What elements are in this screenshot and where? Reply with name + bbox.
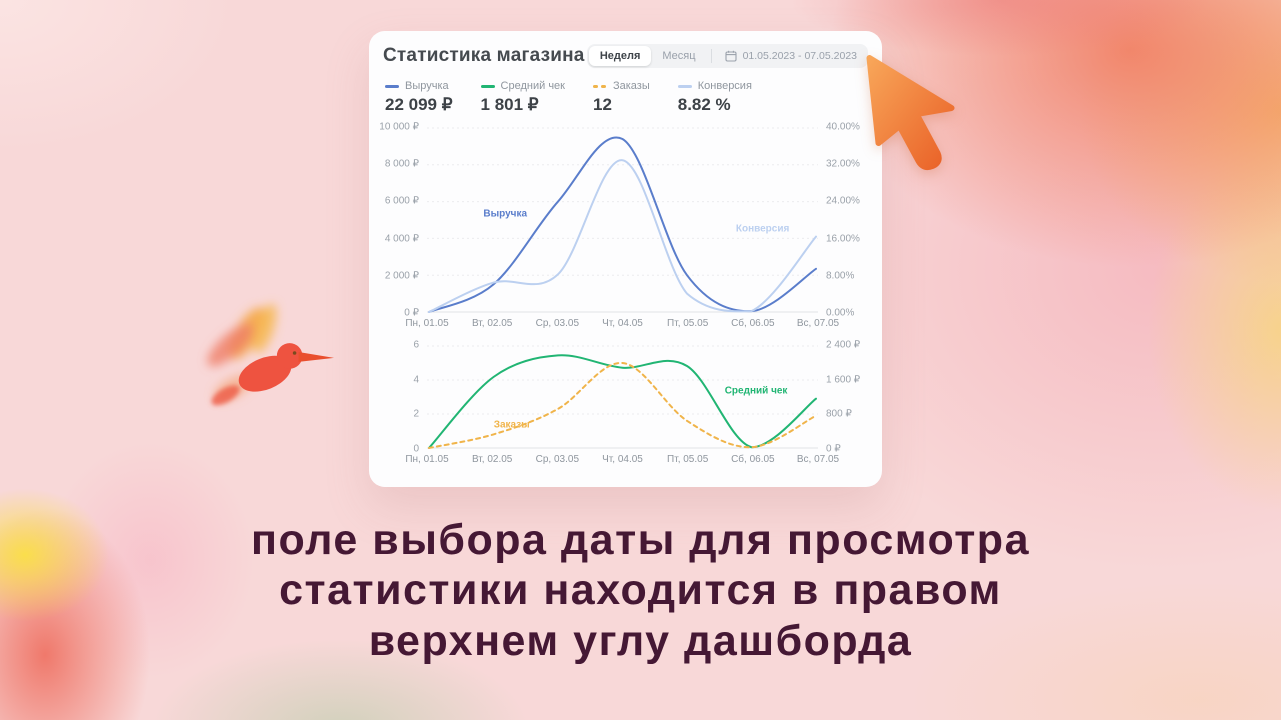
date-range-picker[interactable]: 01.05.2023 - 07.05.2023 <box>716 46 866 66</box>
metric-value: 1 801 ₽ <box>480 95 539 114</box>
summary-metric: Выручка 22 099 ₽ <box>385 80 453 115</box>
date-range-value: 01.05.2023 - 07.05.2023 <box>742 50 857 62</box>
summary-metrics: Выручка 22 099 ₽ Средний чек 1 801 ₽ Заказы 1… <box>385 80 866 115</box>
axis-tick: 0.00% <box>826 307 855 319</box>
metric-label: Заказы <box>612 80 650 92</box>
x-axis-label: Пн, 01.05 <box>405 318 449 329</box>
metric-value: 22 099 ₽ <box>385 95 453 114</box>
axis-tick: 6 000 ₽ <box>384 195 419 207</box>
axis-tick: 4 000 ₽ <box>384 233 419 245</box>
series-line <box>428 361 817 449</box>
series-label: Заказы <box>493 419 530 431</box>
metric-value: 8.82 % <box>677 95 731 114</box>
summary-metric: Конверсия 8.82 % <box>677 80 752 115</box>
series-label: Выручка <box>483 208 528 220</box>
left-axis: 10 000 ₽ 8 000 ₽ 6 000 ₽ 4 000 ₽ 2 000 ₽ 0 ₽ <box>379 122 427 319</box>
x-axis-label: Пн, 01.05 <box>405 454 449 465</box>
series-line <box>428 354 817 449</box>
x-axis-label: Пт, 05.05 <box>667 454 709 465</box>
x-axis-label: Ср, 03.05 <box>535 454 580 465</box>
axis-tick: 800 ₽ <box>826 408 852 420</box>
x-axis-label: Вт, 02.05 <box>471 454 513 465</box>
series-line <box>428 159 817 313</box>
legend-marker-icon <box>480 84 495 88</box>
right-axis: 40.00% 32.00% 24.00% 16.00% 8.00% 0.00% <box>818 122 868 319</box>
cursor-arrow-icon <box>866 55 955 170</box>
chart-plot: Средний чек Заказы <box>427 345 818 449</box>
revenue-conversion-chart: 10 000 ₽8 000 ₽6 000 ₽4 000 ₽2 000 ₽0 ₽ … <box>379 122 868 332</box>
x-axis-label: Сб, 06.05 <box>731 454 775 465</box>
summary-metric: Средний чек 1 801 ₽ <box>480 80 565 115</box>
axis-tick: 40.00% <box>826 121 860 133</box>
metric-label: Конверсия <box>697 80 752 92</box>
x-axis-label: Ср, 03.05 <box>535 318 580 329</box>
chart-plot: Выручка Конверсия <box>427 127 818 313</box>
x-axis-label: Вт, 02.05 <box>471 318 513 329</box>
x-axis-label: Чт, 04.05 <box>602 454 643 465</box>
x-axis-label: Вс, 07.05 <box>796 454 840 465</box>
axis-tick: 2 000 ₽ <box>384 270 419 282</box>
axis-tick: 32.00% <box>826 158 860 170</box>
axis-tick: 6 <box>413 339 419 351</box>
series-label: Конверсия <box>735 223 790 235</box>
axis-tick: 8 000 ₽ <box>384 158 419 170</box>
card-header: Статистика магазина Неделя Месяц 01.05.2… <box>383 44 868 68</box>
x-axis: Пн, 01.05 Вт, 02.05 Ср, 03.05 Чт, 04.05 Пт, … <box>405 316 839 332</box>
axis-tick: 10 000 ₽ <box>379 121 419 133</box>
month-tab[interactable]: Месяц <box>651 46 706 66</box>
caption-line: верхнем углу дашборда <box>368 616 913 665</box>
divider <box>710 49 712 63</box>
axis-tick: 4 <box>413 374 419 386</box>
series-label: Средний чек <box>724 385 788 397</box>
metric-label: Средний чек <box>500 80 565 92</box>
period-controls: Неделя Месяц 01.05.2023 - 07.05.2023 <box>586 44 868 68</box>
left-axis: 6 4 2 0 <box>383 340 427 455</box>
axis-tick: 0 <box>413 443 419 455</box>
legend-marker-icon <box>677 84 692 88</box>
summary-metric: Заказы 12 <box>592 80 650 115</box>
legend-marker-icon <box>385 84 399 88</box>
caption-text: поле выбора даты для просмотра статистик… <box>0 515 1281 666</box>
axis-tick: 2 <box>413 408 419 420</box>
axis-tick: 1 600 ₽ <box>826 374 861 386</box>
legend-marker-icon <box>592 84 607 88</box>
week-tab[interactable]: Неделя <box>588 46 652 66</box>
caption-line: статистики находится в правом <box>279 566 1002 615</box>
axis-tick: 0 ₽ <box>826 443 841 455</box>
right-axis: 2 400 ₽ 1 600 ₽ 800 ₽ 0 ₽ <box>818 340 868 455</box>
axis-tick: 0 ₽ <box>404 307 419 319</box>
x-axis-label: Чт, 04.05 <box>602 318 643 329</box>
calendar-icon <box>725 50 737 62</box>
stats-dashboard-card: Статистика магазина Неделя Месяц 01.05.2… <box>369 31 882 487</box>
x-axis-label: Сб, 06.05 <box>731 318 775 329</box>
orders-avgcheck-chart: 6 4 2 0 Средний чек Заказы 2 400 ₽ 1 600 ₽ 800… <box>383 340 868 468</box>
axis-tick: 24.00% <box>826 195 860 207</box>
metric-label: Выручка <box>405 80 449 92</box>
axis-tick: 2 400 ₽ <box>826 339 861 351</box>
caption-line: поле выбора даты для просмотра <box>250 516 1030 564</box>
x-axis-label: Вс, 07.05 <box>796 318 840 329</box>
axis-tick: 16.00% <box>826 233 860 245</box>
page-title: Статистика магазина <box>383 45 585 66</box>
hummingbird-icon <box>207 303 334 406</box>
axis-tick: 8.00% <box>826 270 855 282</box>
x-axis: Пн, 01.05 Вт, 02.05 Ср, 03.05 Чт, 04.05 Пт, … <box>405 452 839 468</box>
metric-value: 12 <box>592 95 612 114</box>
x-axis-label: Пт, 05.05 <box>667 318 709 329</box>
